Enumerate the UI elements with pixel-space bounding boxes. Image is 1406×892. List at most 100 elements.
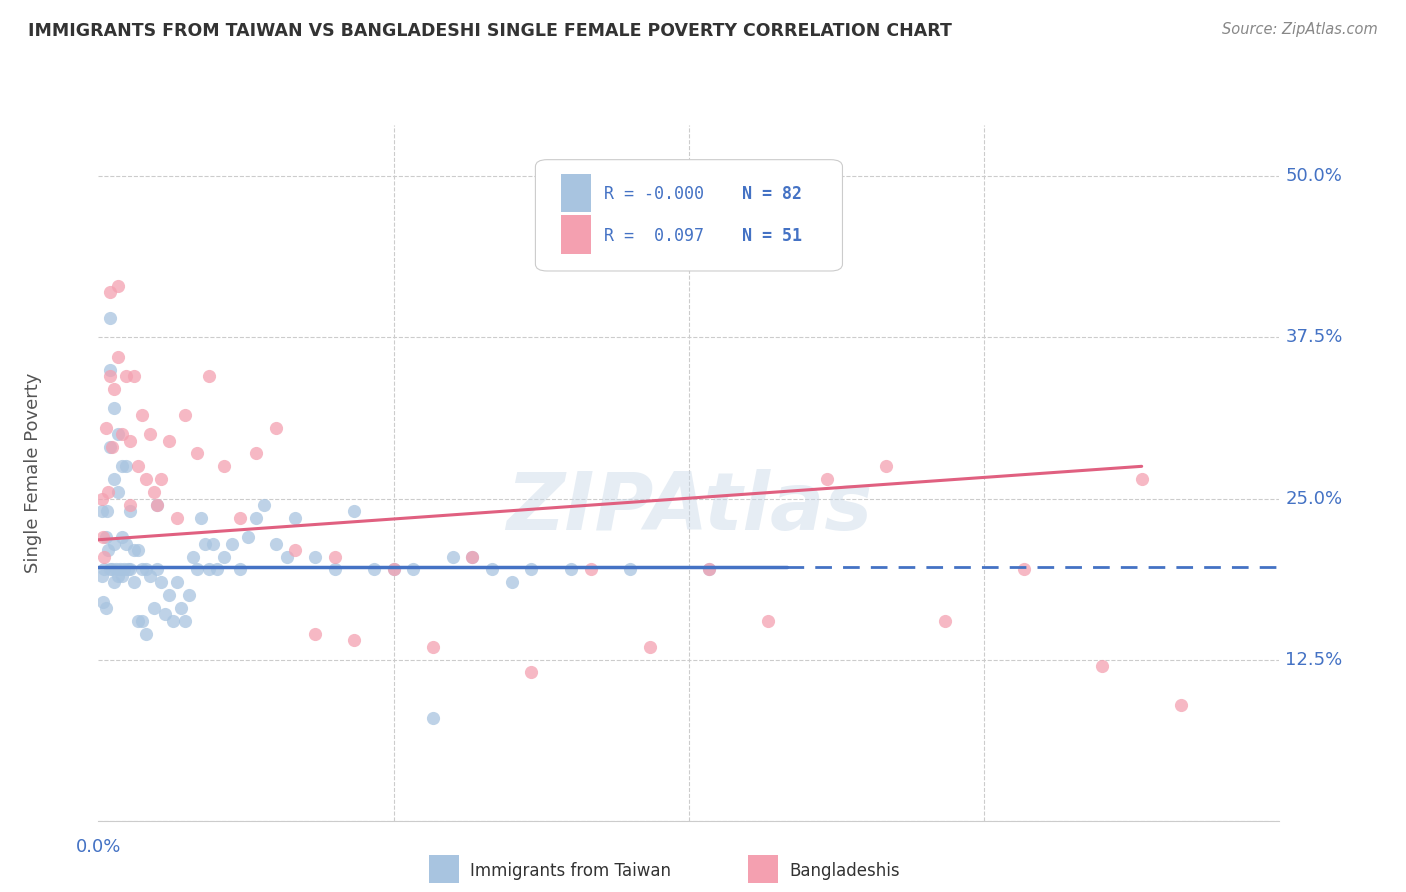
Point: [138, 569, 160, 583]
Text: R = -0.000: R = -0.000: [605, 186, 704, 203]
Point: [166, 575, 188, 590]
Point: [91, 569, 114, 583]
Point: [155, 607, 177, 622]
Point: [402, 562, 425, 576]
Point: [157, 434, 180, 448]
Text: 37.5%: 37.5%: [1285, 328, 1343, 346]
Bar: [561, 215, 591, 253]
Point: [619, 562, 641, 576]
Point: [501, 575, 523, 590]
Point: [118, 434, 141, 448]
Point: [103, 575, 125, 590]
Point: [97, 543, 120, 558]
Point: [118, 562, 141, 576]
Point: [146, 562, 169, 576]
Point: [107, 569, 129, 583]
Point: [197, 562, 219, 576]
Point: [93, 549, 115, 564]
Point: [343, 504, 366, 518]
Text: Source: ZipAtlas.com: Source: ZipAtlas.com: [1222, 22, 1378, 37]
Point: [96, 504, 118, 518]
Point: [1091, 659, 1114, 673]
Point: [127, 614, 149, 628]
Point: [103, 536, 125, 550]
Point: [177, 588, 200, 602]
Point: [264, 420, 287, 434]
Point: [127, 459, 149, 474]
Point: [186, 446, 208, 460]
Text: N = 51: N = 51: [742, 227, 801, 245]
Point: [91, 530, 114, 544]
Point: [127, 543, 149, 558]
Point: [111, 569, 134, 583]
Point: [304, 627, 326, 641]
Point: [101, 440, 124, 454]
Text: 0.0%: 0.0%: [76, 838, 121, 856]
Point: [118, 504, 141, 518]
Point: [461, 549, 484, 564]
Point: [170, 601, 193, 615]
Point: [111, 427, 134, 442]
Point: [146, 498, 169, 512]
Point: [135, 472, 157, 486]
Point: [115, 536, 138, 550]
Point: [115, 459, 138, 474]
Point: [108, 562, 131, 576]
Point: [245, 511, 267, 525]
Point: [122, 369, 145, 384]
Point: [186, 562, 208, 576]
Bar: [748, 855, 778, 883]
Point: [221, 536, 243, 550]
Point: [520, 665, 543, 680]
Point: [111, 459, 134, 474]
Point: [304, 549, 326, 564]
Point: [131, 614, 153, 628]
Point: [174, 614, 197, 628]
Point: [98, 362, 121, 376]
Point: [638, 640, 661, 654]
Point: [697, 562, 720, 576]
Point: [107, 350, 129, 364]
Point: [103, 401, 125, 416]
Text: Bangladeshis: Bangladeshis: [789, 862, 900, 880]
Point: [111, 530, 134, 544]
Point: [190, 511, 212, 525]
Point: [103, 472, 125, 486]
Point: [229, 562, 252, 576]
Text: 12.5%: 12.5%: [1285, 650, 1343, 669]
Point: [363, 562, 385, 576]
Point: [174, 408, 197, 422]
Point: [93, 562, 115, 576]
Point: [135, 627, 157, 641]
Point: [382, 562, 405, 576]
Point: [264, 536, 287, 550]
Point: [934, 614, 956, 628]
Point: [205, 562, 228, 576]
Point: [560, 562, 582, 576]
Point: [131, 562, 153, 576]
Point: [98, 285, 121, 300]
Point: [579, 562, 602, 576]
Point: [229, 511, 252, 525]
Point: [90, 504, 112, 518]
Point: [422, 640, 444, 654]
Point: [194, 536, 217, 550]
Text: Immigrants from Taiwan: Immigrants from Taiwan: [471, 862, 672, 880]
Text: N = 82: N = 82: [742, 186, 801, 203]
Point: [107, 485, 129, 500]
Point: [138, 427, 160, 442]
Point: [96, 601, 118, 615]
Point: [98, 440, 121, 454]
Point: [97, 485, 120, 500]
Point: [98, 562, 121, 576]
Point: [284, 543, 307, 558]
Bar: [429, 855, 458, 883]
Point: [105, 562, 128, 576]
Point: [1170, 698, 1192, 712]
Text: 25.0%: 25.0%: [1285, 490, 1343, 508]
Point: [118, 498, 141, 512]
Point: [112, 562, 135, 576]
Point: [101, 562, 124, 576]
Point: [461, 549, 484, 564]
Point: [756, 614, 779, 628]
